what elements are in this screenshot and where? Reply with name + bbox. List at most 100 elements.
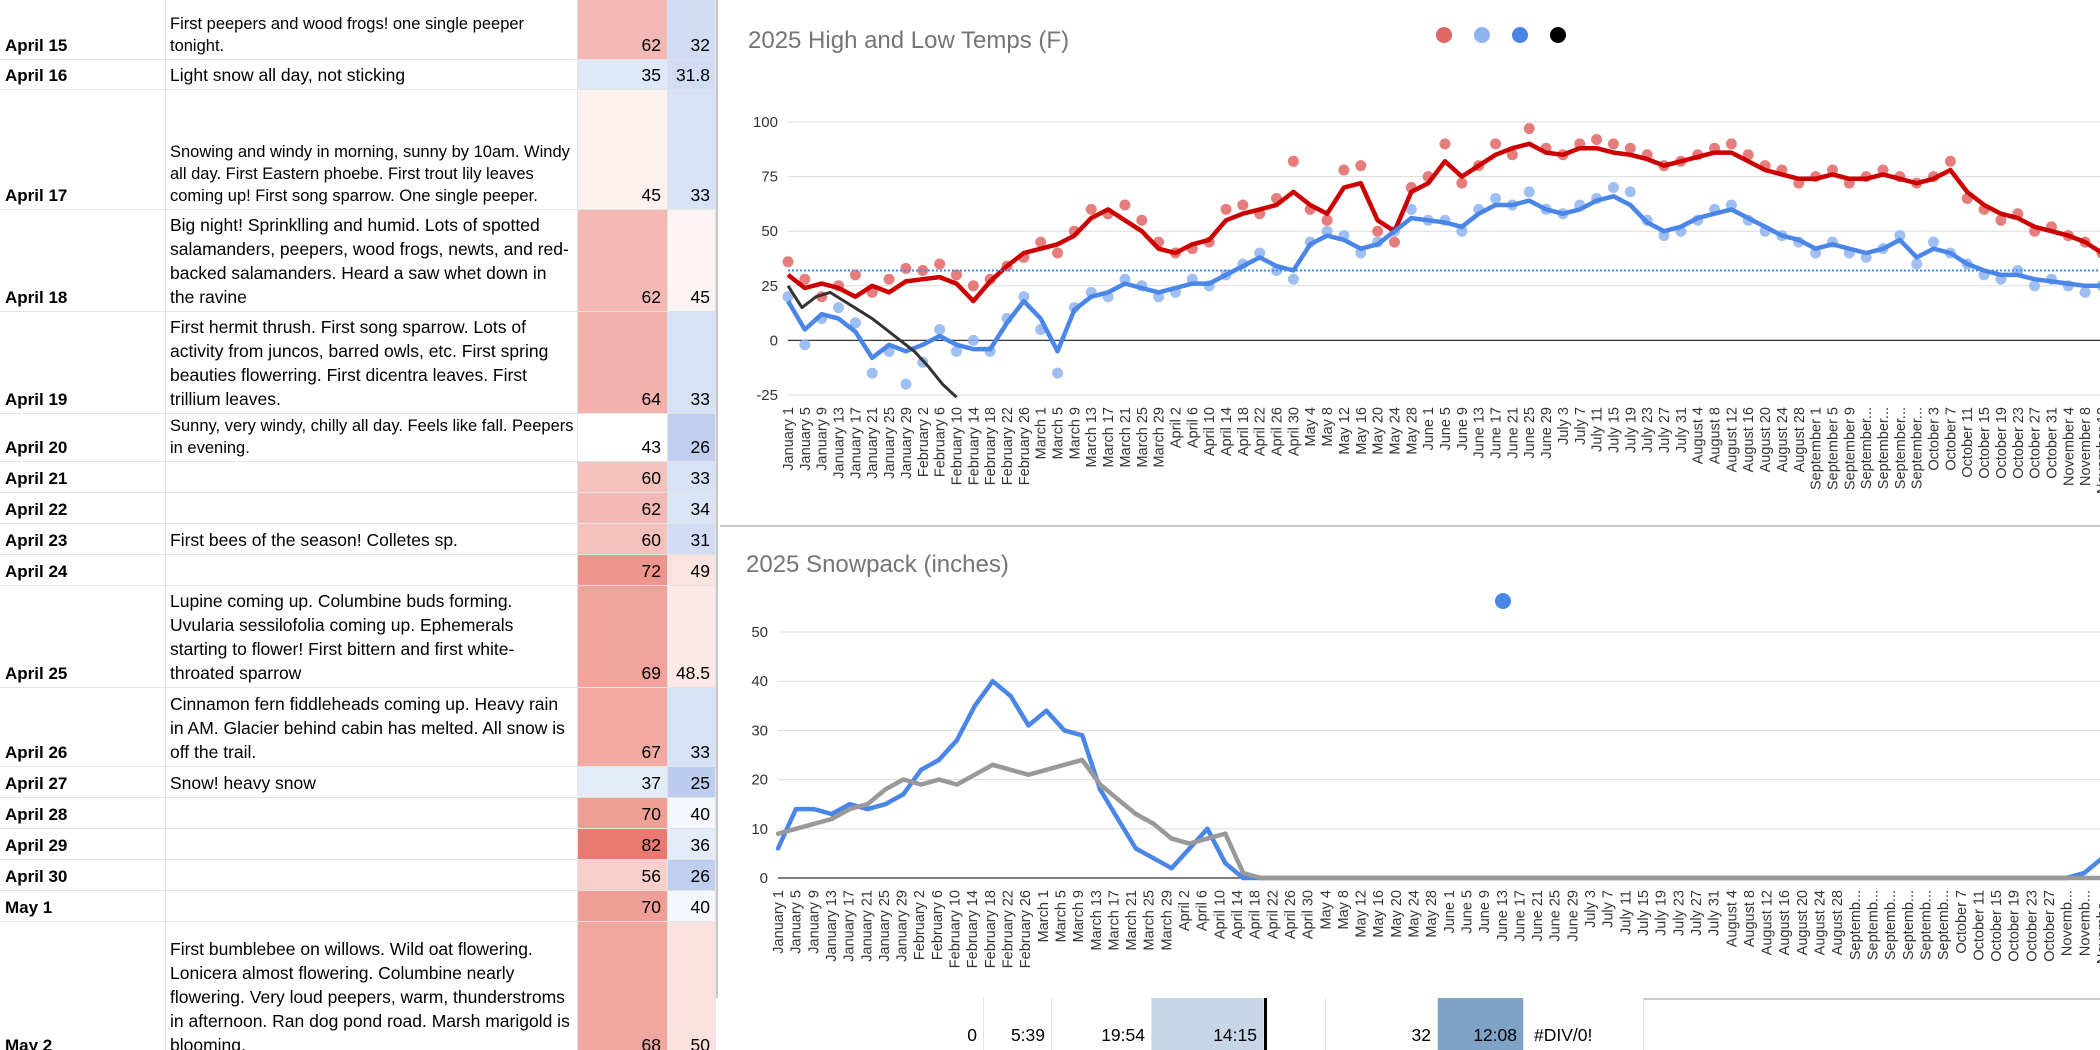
spreadsheet-grid: April 15 First peepers and wood frogs! on… — [0, 0, 716, 1050]
note-cell[interactable]: Light snow all day, not sticking — [166, 60, 578, 89]
low-temp-cell[interactable]: 40 — [668, 798, 716, 828]
date-cell[interactable]: April 19 — [0, 312, 166, 413]
date-cell[interactable]: April 20 — [0, 414, 166, 461]
legend-dot[interactable] — [1495, 593, 1511, 609]
low-temp-cell[interactable]: 40 — [668, 891, 716, 921]
bottom-cell[interactable]: 5:39 — [984, 998, 1052, 1050]
bottom-cell[interactable] — [1264, 998, 1326, 1050]
legend-dot[interactable] — [1512, 27, 1528, 43]
note-cell[interactable]: Sunny, very windy, chilly all day. Feels… — [166, 414, 578, 461]
note-cell[interactable]: First bumblebee on willows. Wild oat flo… — [166, 922, 578, 1050]
high-temp-cell[interactable]: 62 — [578, 0, 668, 59]
high-temp-cell[interactable]: 60 — [578, 462, 668, 492]
date-cell[interactable]: May 2 — [0, 922, 166, 1050]
low-temp-cell[interactable]: 33 — [668, 312, 716, 413]
low-temp-cell[interactable]: 26 — [668, 860, 716, 890]
high-temp-cell[interactable]: 43 — [578, 414, 668, 461]
bottom-cell[interactable]: 12:08 — [1438, 998, 1524, 1050]
date-cell[interactable]: April 27 — [0, 767, 166, 797]
high-temp-cell[interactable]: 62 — [578, 493, 668, 523]
low-temp-cell[interactable]: 31.8 — [668, 60, 716, 89]
bottom-cell[interactable]: 32 — [1326, 998, 1438, 1050]
note-cell[interactable]: Snow! heavy snow — [166, 767, 578, 797]
date-cell[interactable]: May 1 — [0, 891, 166, 921]
high-temp-cell[interactable]: 45 — [578, 90, 668, 209]
high-temp-cell[interactable]: 70 — [578, 891, 668, 921]
data-point — [1018, 291, 1030, 303]
snowpack-chart-svg: 2025 Snowpack (inches) 0 10 20 30 40 50 Januar… — [746, 551, 2100, 968]
low-temp-cell[interactable]: 33 — [668, 462, 716, 492]
high-temp-cell[interactable]: 69 — [578, 586, 668, 687]
high-temp-cell[interactable]: 67 — [578, 688, 668, 766]
date-cell[interactable]: April 22 — [0, 493, 166, 523]
note-cell[interactable] — [166, 891, 578, 921]
note-cell[interactable] — [166, 829, 578, 859]
low-temp-cell[interactable]: 31 — [668, 524, 716, 554]
high-temp-cell[interactable]: 72 — [578, 555, 668, 585]
date-cell[interactable]: April 24 — [0, 555, 166, 585]
bottom-cell[interactable]: 0 — [716, 998, 984, 1050]
date-cell[interactable]: April 18 — [0, 210, 166, 311]
date-cell[interactable]: April 17 — [0, 90, 166, 209]
note-cell[interactable] — [166, 493, 578, 523]
bottom-cell[interactable]: #DIV/0! — [1524, 998, 1644, 1050]
data-point — [1372, 225, 1384, 237]
note-cell[interactable]: Snowing and windy in morning, sunny by 1… — [166, 90, 578, 209]
low-temp-cell[interactable]: 34 — [668, 493, 716, 523]
data-point — [1759, 875, 1765, 881]
date-cell[interactable]: April 23 — [0, 524, 166, 554]
low-temp-cell[interactable]: 33 — [668, 688, 716, 766]
x-tick-label: October 7 — [1943, 407, 1959, 471]
legend-dot[interactable] — [1436, 27, 1452, 43]
data-point — [1258, 875, 1264, 881]
x-tick-label: March 29 — [1159, 890, 1175, 950]
x-tick-label: September 5 — [1825, 407, 1841, 490]
low-temp-cell[interactable]: 36 — [668, 829, 716, 859]
bottom-cell[interactable]: 19:54 — [1052, 998, 1152, 1050]
temps-chart[interactable]: 2025 High and Low Temps (F) -25 0 25 50 75 10… — [720, 0, 2100, 527]
high-temp-cell[interactable]: 82 — [578, 829, 668, 859]
high-temp-cell[interactable]: 37 — [578, 767, 668, 797]
high-temp-cell[interactable]: 64 — [578, 312, 668, 413]
note-cell[interactable] — [166, 798, 578, 828]
date-cell[interactable]: April 16 — [0, 60, 166, 89]
date-cell[interactable]: April 15 — [0, 0, 166, 59]
date-cell[interactable]: April 29 — [0, 829, 166, 859]
note-cell[interactable]: First peepers and wood frogs! one single… — [166, 0, 578, 59]
high-temp-cell[interactable]: 68 — [578, 922, 668, 1050]
high-temp-cell[interactable]: 70 — [578, 798, 668, 828]
low-temp-cell[interactable]: 48.5 — [668, 586, 716, 687]
high-temp-cell[interactable]: 56 — [578, 860, 668, 890]
legend-dot[interactable] — [1550, 27, 1566, 43]
low-temp-cell[interactable]: 26 — [668, 414, 716, 461]
x-tick-label: March 21 — [1124, 890, 1140, 950]
high-temp-cell[interactable]: 35 — [578, 60, 668, 89]
low-temp-cell[interactable]: 50 — [668, 922, 716, 1050]
note-cell[interactable] — [166, 860, 578, 890]
legend-dot[interactable] — [1474, 27, 1490, 43]
date-cell[interactable]: April 30 — [0, 860, 166, 890]
bottom-cell[interactable]: 14:15 — [1152, 998, 1264, 1050]
note-cell[interactable]: Lupine coming up. Columbine buds forming… — [166, 586, 578, 687]
high-temp-cell[interactable]: 60 — [578, 524, 668, 554]
date-cell[interactable]: April 26 — [0, 688, 166, 766]
low-temp-cell[interactable]: 45 — [668, 210, 716, 311]
low-temp-cell[interactable]: 32 — [668, 0, 716, 59]
date-cell[interactable]: April 28 — [0, 798, 166, 828]
note-cell[interactable]: Big night! Sprinklling and humid. Lots o… — [166, 210, 578, 311]
x-tick-label: October 23 — [2011, 407, 2027, 479]
low-temp-cell[interactable]: 25 — [668, 767, 716, 797]
note-cell[interactable]: First bees of the season! Colletes sp. — [166, 524, 578, 554]
note-cell[interactable]: Cinnamon fern fiddleheads coming up. Hea… — [166, 688, 578, 766]
note-cell[interactable]: First hermit thrush. First song sparrow.… — [166, 312, 578, 413]
date-cell[interactable]: April 25 — [0, 586, 166, 687]
high-temp-cell[interactable]: 62 — [578, 210, 668, 311]
x-tick-label: April 6 — [1195, 890, 1211, 931]
low-temp-cell[interactable]: 49 — [668, 555, 716, 585]
note-cell[interactable] — [166, 555, 578, 585]
date-cell[interactable]: April 21 — [0, 462, 166, 492]
note-cell[interactable] — [166, 462, 578, 492]
low-temp-cell[interactable]: 33 — [668, 90, 716, 209]
snowpack-chart[interactable]: 2025 Snowpack (inches) 0 10 20 30 40 50 Januar… — [720, 528, 2100, 1000]
data-point — [967, 334, 979, 346]
